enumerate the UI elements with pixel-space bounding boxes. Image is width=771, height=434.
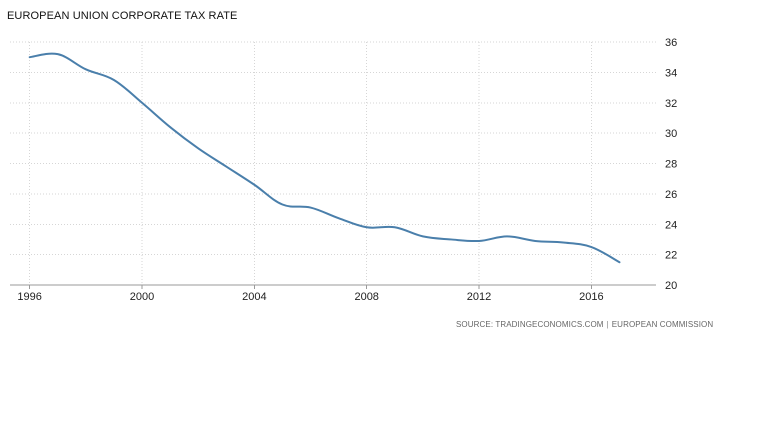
x-tick-label: 1996 (17, 291, 41, 303)
source-separator: | (606, 320, 609, 329)
y-tick-label: 32 (665, 98, 677, 110)
y-tick-label: 20 (665, 280, 677, 292)
source-link[interactable]: SOURCE: TRADINGECONOMICS.COM (456, 320, 604, 329)
y-tick-label: 28 (665, 159, 677, 171)
series-line (28, 52, 621, 264)
provider-link[interactable]: EUROPEAN COMMISSION (611, 320, 714, 329)
x-tick-label: 2008 (354, 291, 378, 303)
x-tick-label: 2004 (242, 291, 266, 303)
y-tick-label: 30 (665, 128, 677, 140)
x-tick-label: 2012 (467, 291, 491, 303)
chart-title: EUROPEAN UNION CORPORATE TAX RATE (7, 10, 238, 22)
y-tick-label: 34 (665, 67, 677, 79)
y-tick-label: 26 (665, 189, 677, 201)
y-tick-label: 24 (665, 219, 677, 231)
y-tick-label: 36 (665, 37, 677, 49)
source-attribution: SOURCE: TRADINGECONOMICS.COM | EUROPEAN CO… (456, 320, 713, 329)
x-tick-label: 2016 (579, 291, 603, 303)
x-tick-label: 2000 (130, 291, 154, 303)
y-tick-label: 22 (665, 250, 677, 262)
